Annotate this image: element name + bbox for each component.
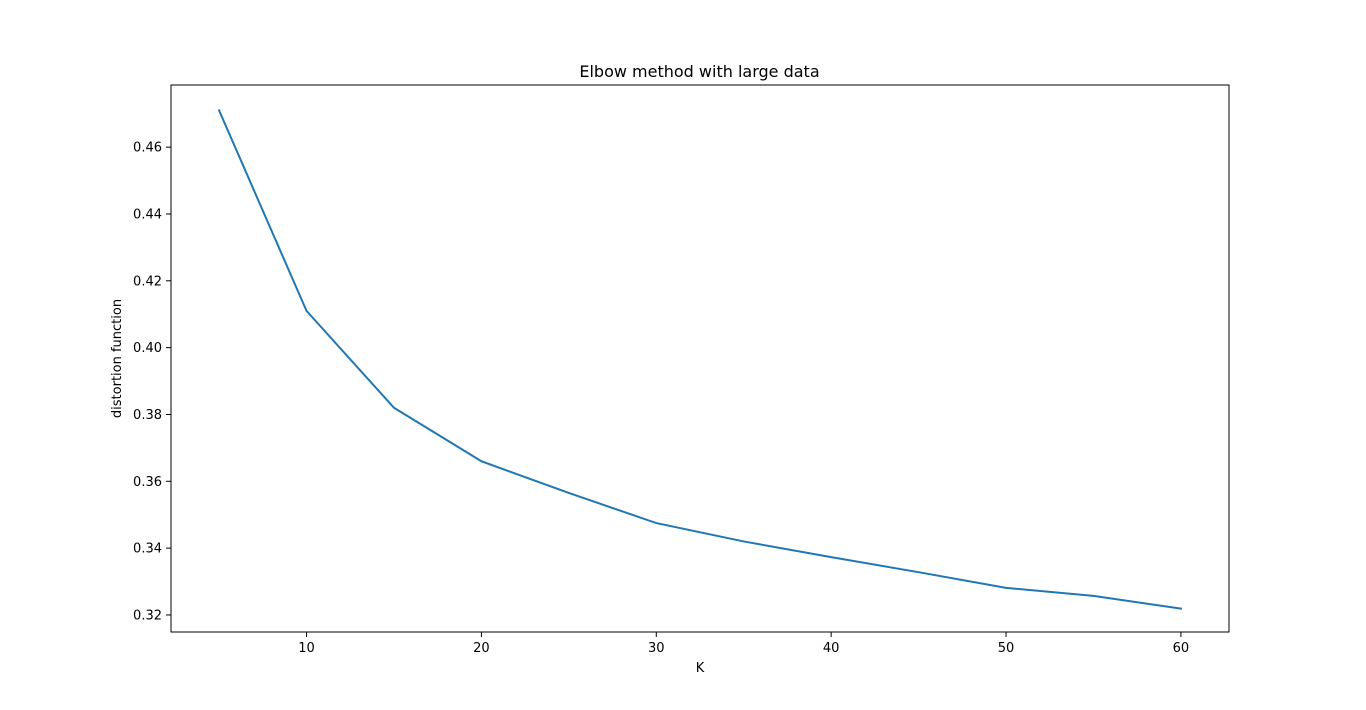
y-axis-label: distortion function (110, 299, 125, 418)
x-tick-label: 30 (648, 641, 665, 656)
x-tick-label: 60 (1173, 641, 1190, 656)
chart-title: Elbow method with large data (579, 62, 819, 81)
x-axis: 10 20 30 40 50 60 (298, 632, 1189, 656)
x-tick-label: 40 (823, 641, 840, 656)
plot-area (170, 84, 1230, 633)
y-tick-label: 0.32 (133, 608, 162, 623)
series-layer (217, 109, 1183, 610)
plot-frame (170, 84, 1230, 633)
y-tick-label: 0.42 (133, 274, 162, 289)
y-tick-label: 0.40 (133, 341, 162, 356)
x-tick-label: 10 (298, 641, 315, 656)
y-tick-label: 0.46 (133, 141, 162, 156)
y-tick-label: 0.38 (133, 408, 162, 423)
y-tick-label: 0.34 (133, 542, 162, 557)
x-tick-label: 50 (998, 641, 1015, 656)
x-axis-label: K (696, 661, 705, 676)
y-tick-label: 0.44 (133, 207, 162, 222)
x-tick-label: 20 (473, 641, 490, 656)
y-axis: 0.32 0.34 0.36 0.38 0.40 0.42 0.44 0.46 (133, 141, 171, 623)
series-line (217, 109, 1183, 610)
y-tick-label: 0.36 (133, 475, 162, 490)
